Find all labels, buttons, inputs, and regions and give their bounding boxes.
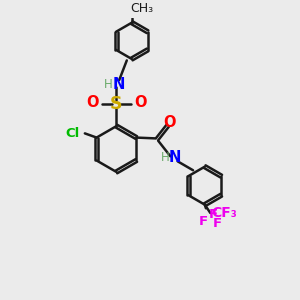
Text: H: H bbox=[160, 152, 169, 164]
Text: N: N bbox=[169, 151, 181, 166]
Text: H: H bbox=[104, 78, 113, 91]
Text: F: F bbox=[213, 217, 222, 230]
Text: Cl: Cl bbox=[66, 127, 80, 140]
Text: O: O bbox=[86, 95, 99, 110]
Text: CF₃: CF₃ bbox=[211, 206, 237, 220]
Text: S: S bbox=[110, 95, 123, 113]
Text: F: F bbox=[199, 215, 208, 228]
Text: CH₃: CH₃ bbox=[130, 2, 153, 15]
Text: F: F bbox=[208, 208, 218, 221]
Text: O: O bbox=[134, 95, 147, 110]
Text: N: N bbox=[112, 77, 124, 92]
Text: O: O bbox=[163, 115, 175, 130]
